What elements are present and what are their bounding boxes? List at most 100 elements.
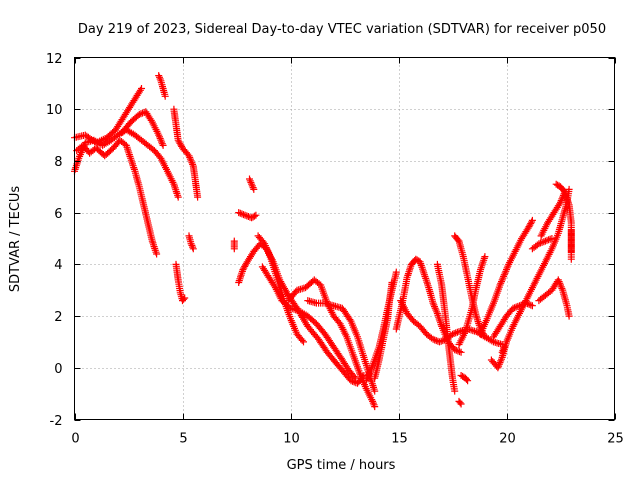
data-point	[252, 211, 260, 219]
data-point	[246, 177, 254, 185]
data-point	[557, 198, 564, 206]
data-point	[432, 337, 440, 345]
data-point	[499, 347, 507, 354]
data-point	[497, 357, 505, 365]
x-axis-label: GPS time / hours	[287, 458, 396, 473]
data-point	[528, 216, 536, 224]
data-point	[235, 209, 243, 217]
data-point	[557, 197, 565, 205]
data-point	[177, 141, 185, 149]
data-point	[241, 262, 249, 270]
data-point	[176, 139, 184, 147]
data-point	[189, 160, 197, 168]
y-axis-label: SDTVAR / TECUs	[8, 186, 23, 293]
data-point	[454, 236, 462, 244]
data-point	[522, 299, 530, 307]
data-point	[250, 185, 258, 193]
data-point	[194, 193, 202, 201]
data-point	[189, 243, 197, 251]
data-point	[371, 387, 379, 395]
data-point	[248, 182, 256, 190]
data-point	[500, 345, 508, 353]
data-point	[242, 261, 250, 269]
data-point	[556, 279, 564, 287]
data-point	[189, 245, 197, 253]
data-point	[241, 211, 249, 219]
data-point	[565, 312, 573, 320]
data-point	[504, 262, 512, 270]
data-point	[350, 373, 358, 381]
plot-frame	[74, 57, 615, 420]
data-point	[451, 387, 459, 395]
data-point	[488, 337, 496, 345]
data-point	[528, 302, 536, 310]
y-tick-label: 0	[54, 362, 62, 377]
data-point	[511, 304, 519, 312]
data-point	[230, 245, 238, 253]
data-point	[388, 279, 396, 286]
x-tick-label: 15	[391, 432, 408, 447]
data-point	[431, 303, 438, 311]
data-point	[535, 240, 543, 248]
data-point	[155, 131, 163, 139]
data-point	[500, 271, 508, 279]
data-point	[561, 188, 569, 196]
data-point	[545, 236, 553, 244]
data-point	[481, 253, 489, 261]
data-point	[156, 73, 163, 81]
data-point	[495, 360, 503, 368]
data-point	[251, 212, 258, 220]
y-tick-label: 12	[46, 52, 63, 67]
data-point	[159, 141, 167, 149]
data-point	[187, 240, 195, 248]
data-point	[174, 193, 182, 201]
data-point	[186, 154, 194, 161]
data-point	[392, 268, 400, 276]
data-point	[158, 138, 166, 146]
y-tick-label: -2	[50, 414, 63, 429]
data-point	[153, 250, 161, 258]
data-point	[524, 224, 532, 232]
chart-title: Day 219 of 2023, Sidereal Day-to-day VTE…	[78, 22, 606, 37]
data-point	[525, 300, 533, 308]
data-point	[548, 235, 556, 242]
x-tick-label: 10	[283, 432, 300, 447]
data-point	[238, 210, 246, 218]
y-tick-label: 2	[54, 310, 62, 325]
x-tick-label: 25	[607, 432, 624, 447]
data-point	[300, 338, 307, 346]
data-point	[527, 220, 535, 227]
data-point	[503, 264, 511, 272]
data-point	[452, 329, 460, 337]
x-tick-label: 20	[499, 432, 516, 447]
data-point	[174, 136, 182, 144]
x-tick-label: 5	[179, 432, 187, 447]
data-point	[156, 133, 163, 141]
data-point	[494, 364, 502, 372]
data-point	[431, 304, 439, 312]
data-point	[500, 272, 508, 280]
data-point	[457, 348, 465, 356]
y-tick-label: 10	[46, 103, 63, 118]
data-point	[430, 301, 438, 309]
data-point	[498, 278, 505, 286]
data-point	[161, 92, 169, 100]
data-point	[186, 155, 194, 163]
y-tick-label: 4	[54, 258, 62, 273]
data-point	[138, 85, 145, 92]
data-point	[239, 266, 247, 273]
data-point	[496, 281, 504, 289]
data-point	[346, 316, 354, 324]
data-point	[565, 185, 573, 193]
data-point	[158, 140, 166, 148]
data-point	[298, 336, 306, 344]
grid	[74, 57, 615, 420]
data-point	[525, 223, 533, 231]
data-point	[528, 218, 536, 226]
axis-ticks: 0 5 10 15 20 25 -2 0 2 4 6 8 10 12	[46, 52, 624, 447]
data-point	[496, 359, 504, 367]
data-point	[557, 283, 565, 291]
x-tick-label: 0	[71, 432, 79, 447]
data-point	[135, 110, 143, 118]
